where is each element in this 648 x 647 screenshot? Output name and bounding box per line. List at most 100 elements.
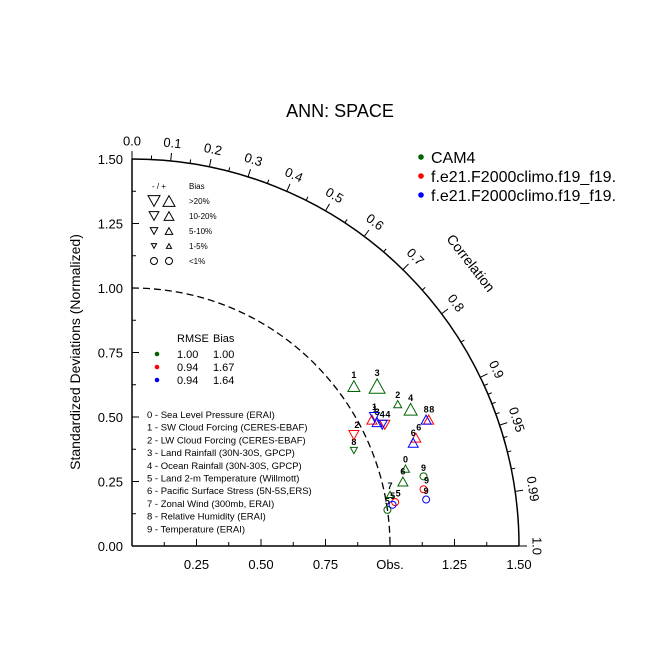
bias-legend-marker-positive	[165, 257, 173, 265]
data-point-marker	[407, 437, 420, 448]
correlation-tick-mark	[515, 489, 524, 492]
x-tick-label: Obs.	[376, 557, 403, 572]
reference-arc-line	[131, 287, 391, 547]
data-point-label: 0	[403, 455, 408, 465]
stats-table-marker	[154, 364, 160, 370]
data-point-marker	[371, 416, 383, 428]
correlation-tick-label: 0.2	[203, 140, 224, 158]
correlation-minor-tick	[491, 401, 496, 405]
bias-legend-bias-header: Bias	[189, 182, 205, 191]
stats-table-rmse: 1.00	[177, 349, 198, 361]
stats-table-header-rmse: RMSE	[177, 333, 209, 345]
reference-arc	[131, 287, 391, 547]
data-point: 2	[392, 390, 403, 409]
correlation-arc-line	[131, 158, 520, 547]
stats-table-rmse: 0.94	[177, 362, 198, 374]
data-point-label: 5	[385, 496, 390, 506]
series-legend-label: CAM4	[431, 150, 476, 167]
data-point-label: 9	[421, 463, 426, 473]
data-point-label: 9	[424, 476, 429, 486]
data-point: 1	[366, 405, 378, 425]
stats-table-header-bias: Bias	[213, 333, 235, 345]
correlation-minor-tick	[507, 450, 512, 453]
correlation-minor-tick	[495, 412, 500, 415]
data-point-marker	[349, 446, 359, 455]
correlation-tick-label: 0.5	[323, 184, 346, 206]
data-point: 3	[368, 368, 386, 394]
correlation-tick-label: 0.4	[283, 164, 306, 185]
correlation-tick-label: 0.9	[486, 358, 507, 381]
variable-list-item: 9 - Temperature (ERAI)	[147, 524, 245, 535]
series-legend: CAM4 f.e21.F2000climo.f19_f19. f.e21.F2000…	[418, 150, 616, 205]
y-axis-label: Standardized Deviations (Normalized)	[67, 234, 83, 470]
correlation-tick-mark	[208, 158, 212, 167]
data-point: 9	[419, 463, 428, 481]
bias-legend-marker-positive	[163, 210, 175, 221]
correlation-tick-mark	[170, 152, 172, 161]
correlation-tick-mark	[286, 183, 291, 192]
data-point-label: 7	[387, 481, 392, 491]
data-point-marker	[385, 490, 395, 499]
data-point-marker	[347, 379, 361, 392]
bias-legend-marker-positive	[164, 226, 174, 235]
data-point-marker	[403, 402, 418, 416]
variable-list-item: 7 - Zonal Wind (300mb, ERAI)	[147, 499, 274, 510]
variable-list-item: 1 - SW Cloud Forcing (CERES-EBAF)	[147, 423, 307, 434]
data-point-marker	[376, 419, 389, 431]
correlation-tick-label: 1.0	[530, 537, 545, 555]
bias-legend: - / + Bias >20% 10-20% 5-10% 1-5% <1%	[147, 182, 217, 266]
data-point-label: 3	[375, 407, 380, 417]
data-point: 8	[349, 437, 359, 455]
data-point: 9	[419, 476, 429, 494]
data-point-label: 1	[372, 405, 377, 415]
variable-list-item: 2 - LW Cloud Forcing (CERES-EBAF)	[147, 435, 306, 446]
correlation-label: Correlation	[444, 231, 499, 295]
correlation-minor-tick	[305, 196, 309, 201]
data-point-label: 8	[351, 437, 356, 447]
y-tick-label: 0.00	[98, 539, 123, 554]
series-legend-marker	[418, 173, 424, 179]
correlation-minor-tick	[503, 436, 508, 439]
data-point-label: 6	[400, 467, 405, 477]
x-tick-label: 0.25	[184, 557, 209, 572]
correlation-minor-tick	[421, 287, 426, 291]
bias-legend-marker-negative	[148, 211, 160, 222]
data-point-label: 5	[396, 489, 401, 499]
correlation-minor-tick	[189, 159, 192, 164]
stats-table-bias: 1.67	[213, 362, 234, 374]
data-point-label: 1	[351, 370, 356, 380]
data-point: 0	[400, 455, 411, 473]
data-point-marker	[383, 505, 392, 514]
data-point-label: 8	[424, 405, 429, 415]
correlation-minor-tick	[266, 179, 270, 184]
data-point-marker	[391, 498, 400, 507]
x-tick-label: 1.25	[442, 557, 467, 572]
correlation-tick-mark	[441, 308, 449, 315]
data-point-marker	[420, 414, 432, 425]
data-point-label: 2	[354, 420, 359, 430]
correlation-tick-label: 0.99	[524, 475, 542, 502]
bias-legend-marker-negative	[150, 243, 158, 250]
y-tick-label: 1.00	[98, 281, 123, 296]
data-point-label: 3	[375, 368, 380, 378]
data-point: 4	[403, 393, 418, 416]
bias-legend-marker-negative	[150, 257, 158, 265]
data-point-marker	[366, 414, 378, 425]
variable-list-item: 6 - Pacific Surface Stress (5N-5S,ERS)	[147, 486, 312, 497]
y-tick-label: 1.50	[98, 152, 123, 167]
variable-list-item: 0 - Sea Level Pressure (ERAI)	[147, 410, 275, 421]
series-legend-label: f.e21.F2000climo.f19_f19.	[431, 169, 616, 186]
data-point-label: 6	[411, 428, 416, 438]
data-point-marker	[368, 377, 386, 394]
data-point: 4	[376, 410, 389, 431]
correlation-minor-tick	[383, 248, 387, 253]
x-tick-label: 0.75	[313, 557, 338, 572]
correlation-minor-tick	[483, 383, 489, 387]
bias-legend-label: 1-5%	[189, 242, 208, 251]
bias-legend-marker-negative	[149, 227, 159, 236]
stats-table-bias: 1.64	[213, 375, 234, 387]
variable-list-item: 4 - Ocean Rainfall (30N-30S, GPCP)	[147, 461, 302, 472]
correlation-tick-mark	[402, 263, 409, 270]
data-point: 5	[383, 496, 392, 514]
